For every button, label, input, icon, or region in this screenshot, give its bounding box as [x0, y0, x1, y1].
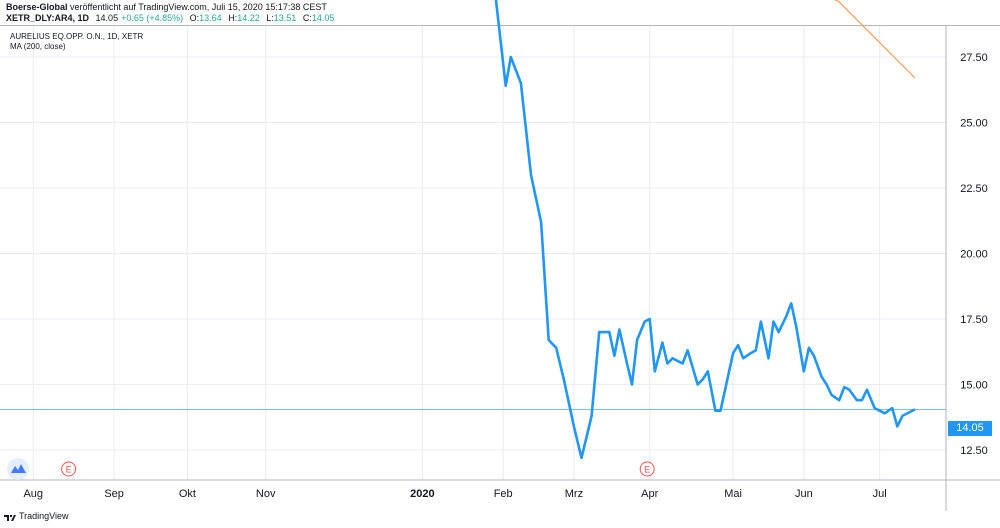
x-tick-label: Jul — [873, 488, 887, 500]
last-value: 14.05 — [95, 13, 119, 23]
low-label: L: — [266, 13, 274, 23]
footer-brand: TradingView — [4, 511, 69, 521]
x-tick-label: Nov — [256, 488, 276, 500]
x-tick-label: Aug — [23, 488, 43, 500]
y-tick-label: 22.50 — [960, 183, 988, 195]
close-value: 14.05 — [311, 13, 335, 23]
x-tick-label: Okt — [179, 488, 196, 500]
change-value: +0.65 (+4.85%) — [121, 13, 184, 23]
earnings-marker-icon — [639, 461, 655, 477]
y-tick-label: 20.00 — [960, 249, 988, 261]
y-tick-label: 27.50 — [960, 52, 988, 64]
earnings-marker-label: E — [644, 465, 650, 475]
y-tick-label: 12.50 — [960, 445, 988, 457]
x-tick-label: 2020 — [410, 488, 434, 500]
x-tick-label: Apr — [641, 488, 658, 500]
high-value: 14.22 — [237, 13, 260, 23]
x-tick-label: Sep — [104, 488, 124, 500]
earnings-marker-icon — [61, 461, 77, 477]
symbol-name: XETR_DLY:AR4, 1D — [6, 13, 90, 23]
chart-legend-title: AURELIUS EQ.OPP. O.N., 1D, XETR — [10, 32, 144, 41]
published-text: veröffentlicht auf TradingView.com, Juli… — [70, 2, 327, 12]
x-tick-label: Jun — [795, 488, 813, 500]
open-label: O: — [189, 13, 200, 23]
tradingview-watermark-icon[interactable] — [7, 458, 29, 480]
price-line — [494, 0, 916, 460]
close-label: C: — [302, 13, 312, 23]
tradingview-logo-icon — [4, 514, 16, 521]
x-tick-label: Mai — [724, 488, 742, 500]
high-label: H: — [228, 13, 238, 23]
x-tick-label: Feb — [494, 488, 513, 500]
y-tick-label: 25.00 — [960, 118, 988, 130]
brand-name: TradingView — [19, 511, 69, 521]
y-tick-label: 15.00 — [960, 380, 988, 392]
symbol-line: XETR_DLY:AR4, 1D 14.05 +0.65 (+4.85%) O:1… — [6, 13, 334, 23]
earnings-marker-label: E — [66, 465, 72, 475]
open-value: 13.64 — [199, 13, 222, 23]
ma-legend: MA (200, close) — [10, 42, 66, 51]
publisher-name: Boerse-Global — [6, 2, 68, 12]
ma-200-line — [834, 0, 916, 79]
last-price-tag: 14.05 — [948, 421, 992, 436]
x-tick-label: Mrz — [565, 488, 583, 500]
low-value: 13.51 — [273, 13, 297, 23]
publication-line: Boerse-Global veröffentlicht auf Trading… — [6, 2, 327, 12]
y-tick-label: 17.50 — [960, 314, 988, 326]
